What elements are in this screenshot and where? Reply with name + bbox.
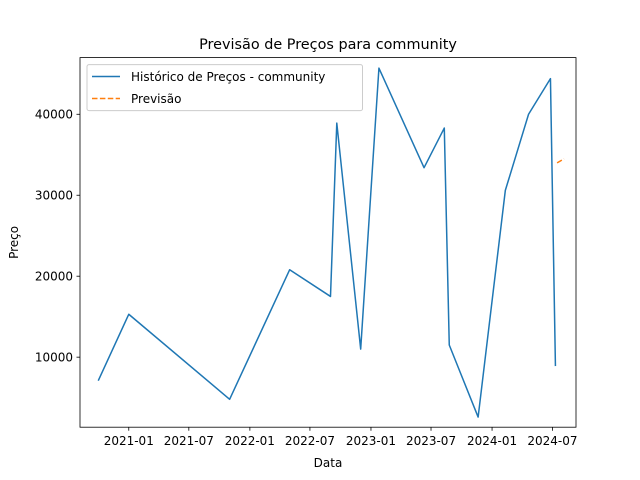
y-tick-label: 30000 — [35, 189, 73, 203]
y-axis: 10000 20000 30000 40000 — [35, 108, 80, 364]
x-tick-label: 2021-01 — [104, 434, 154, 448]
y-tick-label: 20000 — [35, 270, 73, 284]
legend-box — [86, 64, 363, 112]
x-tick-label: 2022-07 — [285, 434, 335, 448]
x-tick-label: 2024-01 — [467, 434, 517, 448]
y-tick-label: 40000 — [35, 108, 73, 122]
legend-label-previsao: Previsão — [131, 92, 181, 106]
x-axis-label: Data — [314, 456, 343, 470]
x-tick-label: 2021-07 — [164, 434, 214, 448]
x-tick-label: 2023-01 — [346, 434, 396, 448]
legend-label-historico: Histórico de Preços - community — [131, 70, 325, 84]
plot-area — [80, 57, 576, 428]
chart-title: Previsão de Preços para community — [199, 37, 457, 53]
x-tick-label: 2024-07 — [527, 434, 577, 448]
series-layer — [97, 67, 565, 418]
plot-frame — [79, 57, 577, 428]
x-tick-label: 2022-01 — [225, 434, 275, 448]
series-line-0 — [97, 67, 557, 418]
legend: Histórico de Preços - community Previsão — [86, 64, 363, 112]
y-axis-label: Preço — [7, 226, 21, 259]
x-tick-label: 2023-07 — [406, 434, 456, 448]
x-axis: 2021-01 2021-07 2022-01 2022-07 2023-01 2023-… — [104, 427, 578, 448]
series-line-1 — [556, 158, 565, 164]
y-tick-label: 10000 — [35, 350, 73, 364]
